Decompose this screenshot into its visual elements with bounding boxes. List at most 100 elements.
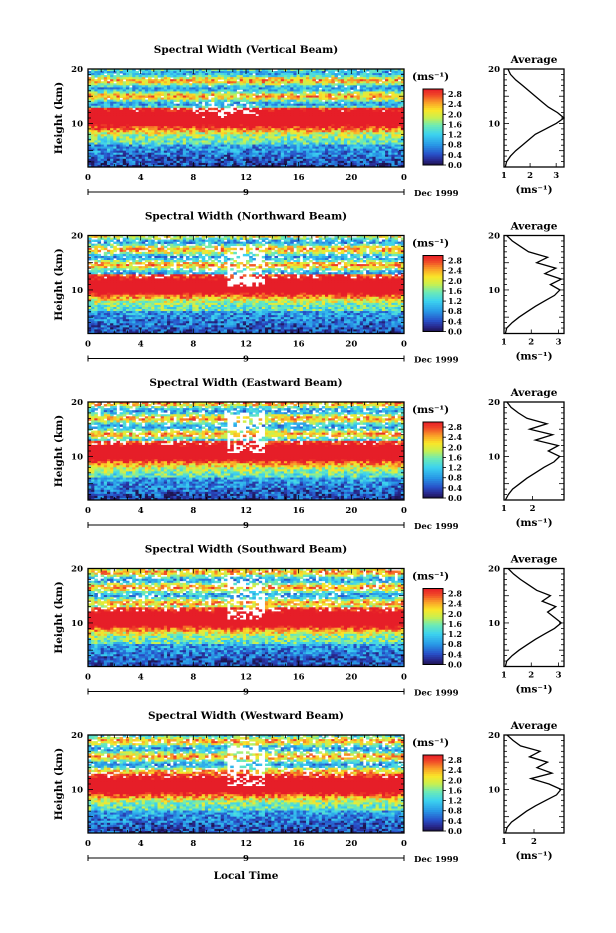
heatmap-cell	[208, 83, 212, 85]
heatmap-cell	[297, 91, 301, 93]
heatmap-cell	[350, 87, 354, 89]
heatmap-cell	[208, 94, 212, 96]
heatmap-cell	[224, 106, 228, 108]
colorbar-label: 0.4	[448, 150, 462, 160]
avg-x-tick-label: 2	[527, 171, 533, 181]
heatmap-cell	[240, 238, 244, 240]
heatmap-cell	[94, 75, 98, 77]
panel-title: Spectral Width (Vertical Beam)	[154, 44, 338, 56]
colorbar-label: 0.8	[448, 140, 462, 150]
heatmap-cell	[227, 81, 231, 83]
heatmap-cell	[259, 91, 263, 93]
x-tick-label: 20	[345, 173, 357, 183]
heatmap-cell	[170, 106, 174, 108]
heatmap-cell	[189, 79, 193, 81]
colorbar-label: 2.4	[448, 99, 462, 109]
heatmap-cell	[208, 108, 212, 110]
heatmap-cell	[237, 106, 241, 108]
heatmap-cell	[240, 87, 244, 89]
avg-title: Average	[510, 54, 558, 66]
heatmap-cell	[101, 77, 105, 79]
heatmap-cell	[243, 100, 247, 102]
heatmap-cell	[306, 89, 310, 91]
heatmap-cell	[129, 83, 133, 85]
heatmap-cell	[328, 75, 332, 77]
heatmap-cell	[218, 106, 222, 108]
day-marker: 9	[243, 188, 249, 198]
heatmap-cell	[265, 75, 269, 77]
avg-y-tick-label: 10	[488, 119, 500, 129]
heatmap-cell	[353, 91, 357, 93]
heatmap-cell	[211, 100, 215, 102]
heatmap-cell	[113, 79, 117, 81]
heatmap-cell	[331, 98, 335, 100]
heatmap-cell	[154, 238, 158, 240]
panel-1: Spectral Width (Vertical Beam)2010Height…	[53, 44, 564, 199]
avg-x-tick-label: 1	[501, 171, 507, 181]
heatmap-cell	[107, 96, 111, 98]
heatmap-cell	[123, 77, 127, 79]
colorbar-label: 1.6	[448, 119, 462, 129]
heatmap-cell	[240, 100, 244, 102]
heatmap-cell	[240, 106, 244, 108]
heatmap-cell	[227, 106, 231, 108]
heatmap-cell	[334, 83, 338, 85]
heatmap-cell	[224, 100, 228, 102]
heatmap-cell	[218, 110, 222, 112]
heatmap-cell	[135, 108, 139, 110]
heatmap-cell	[341, 89, 345, 91]
heatmap-cell	[233, 108, 237, 110]
heatmap-cell	[246, 108, 250, 110]
heatmap-cell	[199, 108, 203, 110]
heatmap-cell	[132, 106, 136, 108]
y-tick-label: 20	[71, 65, 83, 75]
heatmap-cell	[202, 114, 206, 116]
heatmap-cell	[344, 83, 348, 85]
heatmap-cell	[145, 75, 149, 77]
heatmap-cell	[120, 96, 124, 98]
heatmap-cell	[341, 100, 345, 102]
heatmap-cell	[246, 102, 250, 104]
heatmap-cell	[202, 108, 206, 110]
y-axis-label: Height (km)	[53, 82, 65, 154]
heatmap-cell	[357, 73, 361, 75]
x-tick-label: 16	[293, 173, 305, 183]
x-tick-label: 8	[190, 173, 196, 183]
heatmap-cell	[382, 108, 386, 110]
heatmap-cell	[221, 108, 225, 110]
x-tick-label: 12	[240, 173, 252, 183]
heatmap-cell	[341, 108, 345, 110]
heatmap-cell	[158, 75, 162, 77]
heatmap-cell	[382, 77, 386, 79]
heatmap-cell	[316, 77, 320, 79]
avg-frame	[504, 69, 564, 167]
avg-x-tick-label: 3	[553, 171, 559, 181]
heatmap-cell	[284, 94, 288, 96]
heatmap-cell	[252, 110, 256, 112]
colorbar-label: 2.8	[448, 89, 462, 99]
y-tick-label: 10	[71, 119, 83, 129]
colorbar-label: 1.2	[448, 130, 462, 140]
heatmap-cell	[221, 77, 225, 79]
heatmap-cell	[211, 94, 215, 96]
heatmap-cells	[88, 236, 404, 334]
heatmap-cell	[249, 110, 253, 112]
heatmap-cells	[88, 69, 404, 167]
heatmap-cell	[252, 94, 256, 96]
heatmap-cell	[233, 102, 237, 104]
panel-2: Spectral Width (Northward Beam)2010Heigh…	[53, 211, 564, 366]
heatmap-cell	[186, 73, 190, 75]
panel-title: Spectral Width (Northward Beam)	[145, 211, 347, 223]
heatmap-cell	[252, 102, 256, 104]
x-tick-label: 0	[85, 173, 91, 183]
heatmap-cell	[398, 77, 402, 79]
heatmap-cell	[290, 100, 294, 102]
heatmap-cell	[237, 91, 241, 93]
heatmap-cell	[145, 96, 149, 98]
heatmap-cell	[388, 91, 392, 93]
heatmap-cell	[120, 71, 124, 73]
heatmap-cell	[237, 77, 241, 79]
heatmap-cell	[107, 77, 111, 79]
heatmap-cell	[338, 73, 342, 75]
